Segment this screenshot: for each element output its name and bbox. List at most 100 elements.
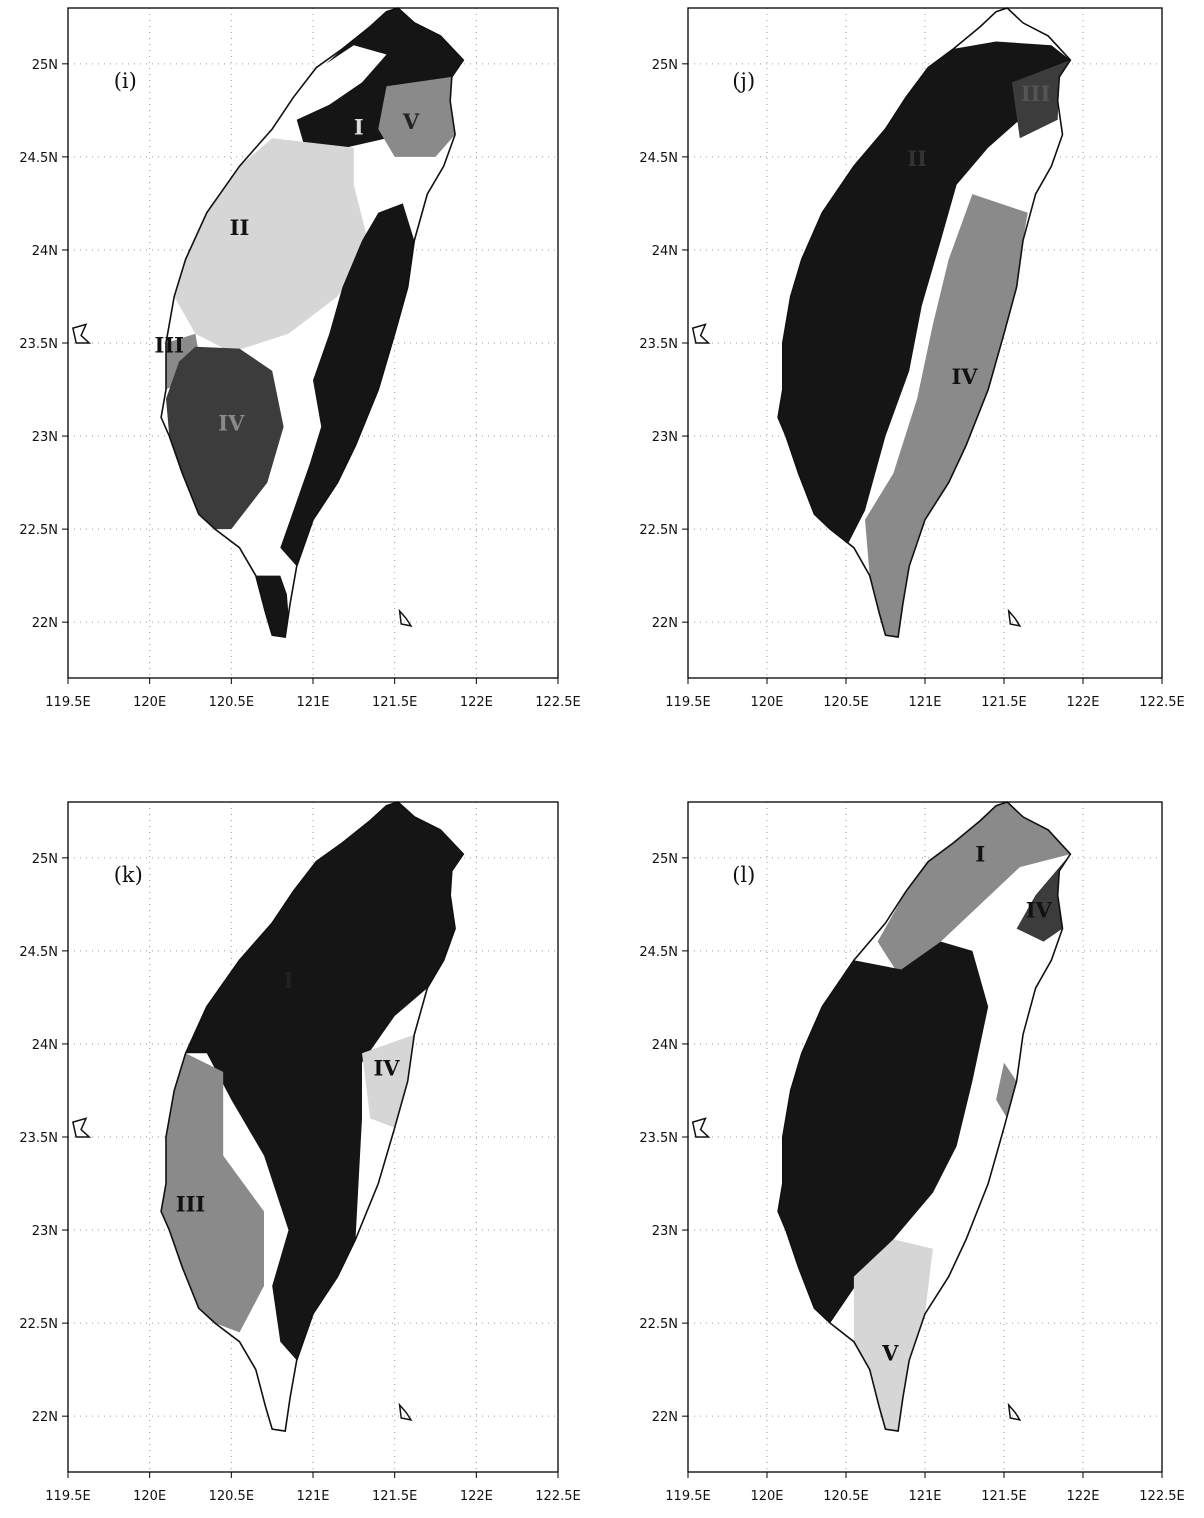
x-tick-label: 120.5E xyxy=(823,695,868,710)
x-tick-label: 120E xyxy=(133,695,166,710)
taiwan-coastline xyxy=(777,7,1072,639)
x-tick-label: 122.5E xyxy=(535,1489,580,1504)
panel-label: (i) xyxy=(114,69,137,93)
gridlines xyxy=(688,8,1162,678)
y-tick-label: 24.5N xyxy=(639,151,678,166)
gridlines xyxy=(68,802,558,1472)
region-label: IV xyxy=(373,1056,400,1081)
y-tick-label: 24N xyxy=(32,244,58,259)
region-label: III xyxy=(1021,81,1050,106)
region-label: IV xyxy=(951,364,978,389)
y-tick-label: 22N xyxy=(32,616,58,631)
region-label: I xyxy=(354,115,364,140)
x-tick-label: 122E xyxy=(460,695,493,710)
y-tick-label: 23.5N xyxy=(19,337,58,352)
x-tick-label: 122E xyxy=(1066,695,1099,710)
region-label: IV xyxy=(1026,897,1053,922)
x-tick-label: 120E xyxy=(750,695,783,710)
y-tick-label: 24N xyxy=(652,244,678,259)
x-tick-label: 121.5E xyxy=(981,695,1026,710)
lanyu-island xyxy=(1007,1402,1022,1421)
y-tick-label: 22N xyxy=(652,1410,678,1425)
penghu-island xyxy=(72,1117,92,1138)
lanyu-island xyxy=(398,1402,413,1421)
region-label: III xyxy=(176,1191,205,1216)
y-tick-label: 23N xyxy=(32,1224,58,1239)
x-tick-label: 121.5E xyxy=(372,1489,417,1504)
panel-label: (k) xyxy=(114,863,143,887)
region-light xyxy=(853,1239,933,1432)
x-tick-label: 119.5E xyxy=(45,1489,90,1504)
region-label: V xyxy=(881,1340,899,1365)
x-tick-label: 122E xyxy=(1066,1489,1099,1504)
y-tick-label: 25N xyxy=(32,852,58,867)
y-tick-label: 23N xyxy=(652,1224,678,1239)
y-tick-label: 22.5N xyxy=(19,523,58,538)
y-tick-label: 25N xyxy=(652,852,678,867)
y-tick-label: 24.5N xyxy=(19,945,58,960)
x-tick-label: 121E xyxy=(908,1489,941,1504)
gridlines xyxy=(68,8,558,678)
taiwan-coastline xyxy=(160,7,465,639)
y-tick-label: 23N xyxy=(32,430,58,445)
taiwan-coastline xyxy=(160,801,465,1433)
y-tick-label: 23N xyxy=(652,430,678,445)
y-tick-label: 24N xyxy=(32,1038,58,1053)
x-tick-label: 121.5E xyxy=(981,1489,1026,1504)
x-tick-label: 121.5E xyxy=(372,695,417,710)
panel-label: (j) xyxy=(732,69,755,93)
x-tick-label: 119.5E xyxy=(45,695,90,710)
penghu-island xyxy=(691,323,711,344)
region-label: IV xyxy=(218,410,245,435)
y-tick-label: 22.5N xyxy=(639,523,678,538)
cluster-regions xyxy=(166,8,464,638)
region-label: I xyxy=(284,968,294,993)
cluster-regions xyxy=(778,41,1071,638)
region-label: II xyxy=(907,146,927,171)
region-dark xyxy=(1011,60,1071,139)
y-tick-label: 24.5N xyxy=(19,151,58,166)
y-tick-label: 23.5N xyxy=(639,1131,678,1146)
region-label: III xyxy=(155,332,184,357)
region-dark xyxy=(166,346,284,530)
y-tick-label: 24N xyxy=(652,1038,678,1053)
x-tick-label: 120.5E xyxy=(209,1489,254,1504)
region-mid xyxy=(378,76,456,157)
x-tick-label: 119.5E xyxy=(665,695,710,710)
region-black xyxy=(185,802,464,1361)
x-tick-label: 121E xyxy=(296,695,329,710)
x-tick-label: 120.5E xyxy=(209,695,254,710)
region-light xyxy=(362,1034,415,1128)
penghu-island xyxy=(72,323,92,344)
x-tick-label: 120E xyxy=(750,1489,783,1504)
region-mid xyxy=(865,194,1028,638)
map-panel: 119.5E 120E 120.5E 121E 121.5E 122E 122.5E 22N 2… xyxy=(19,801,581,1504)
region-black xyxy=(255,575,291,638)
y-tick-label: 22N xyxy=(32,1410,58,1425)
cluster-regions xyxy=(161,802,464,1361)
region-black xyxy=(778,41,1071,548)
gridlines xyxy=(688,802,1162,1472)
region-label: I xyxy=(975,842,985,867)
y-tick-label: 25N xyxy=(32,58,58,73)
taiwan-coastline xyxy=(777,801,1072,1433)
lanyu-island xyxy=(398,608,413,627)
x-tick-label: 122.5E xyxy=(1139,695,1184,710)
x-tick-label: 122.5E xyxy=(535,695,580,710)
map-panel: 119.5E 120E 120.5E 121E 121.5E 122E 122.5E 22N 2… xyxy=(19,7,581,710)
y-tick-label: 22.5N xyxy=(19,1317,58,1332)
region-mid xyxy=(877,802,1071,979)
x-tick-label: 121E xyxy=(296,1489,329,1504)
x-tick-label: 121E xyxy=(908,695,941,710)
x-tick-label: 120E xyxy=(133,1489,166,1504)
x-tick-label: 119.5E xyxy=(665,1489,710,1504)
penghu-island xyxy=(691,1117,711,1138)
x-tick-label: 122.5E xyxy=(1139,1489,1184,1504)
y-tick-label: 25N xyxy=(652,58,678,73)
region-mid xyxy=(161,1053,264,1333)
region-dark xyxy=(1016,854,1071,942)
region-label: II xyxy=(230,215,250,240)
panel-label: (l) xyxy=(732,863,755,887)
region-label: V xyxy=(402,109,420,134)
